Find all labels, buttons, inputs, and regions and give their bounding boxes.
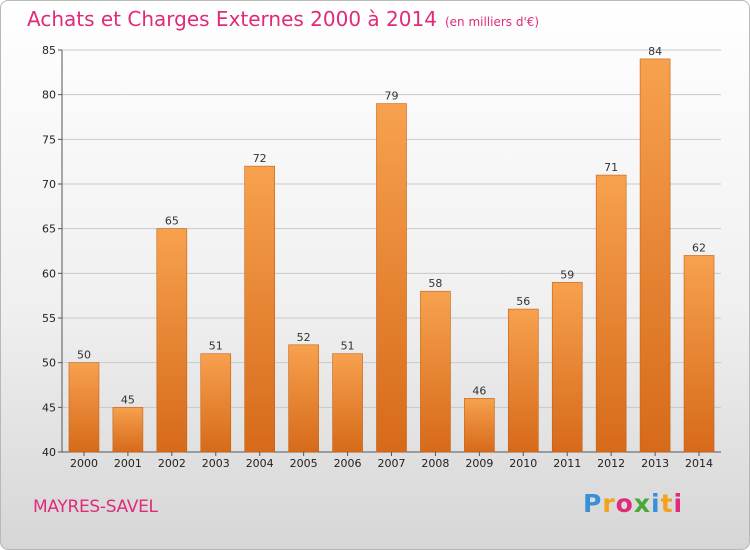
bar: [595, 174, 627, 453]
x-tick-label: 2006: [334, 457, 362, 470]
data-label: 58: [428, 277, 442, 290]
y-tick-label: 40: [42, 446, 56, 459]
bar: [507, 308, 539, 453]
bar: [156, 228, 188, 453]
bar: [288, 344, 319, 453]
x-tick-label: 2005: [290, 457, 318, 470]
logo-letter: i: [673, 489, 684, 518]
data-label: 71: [604, 161, 618, 174]
proxiti-logo: Proxiti: [583, 489, 683, 518]
x-tick-label: 2014: [685, 457, 713, 470]
data-label: 59: [560, 268, 574, 281]
data-label: 79: [385, 90, 399, 103]
y-tick-label: 75: [42, 133, 56, 146]
logo-letter: r: [602, 489, 616, 518]
bar: [420, 290, 451, 453]
x-tick-label: 2007: [378, 457, 406, 470]
bar: [244, 165, 275, 453]
logo-letter: t: [660, 489, 674, 518]
commune-name: MAYRES-SAVEL: [33, 497, 158, 517]
bar: [551, 281, 583, 453]
data-label: 72: [253, 152, 267, 165]
x-tick-label: 2000: [70, 457, 98, 470]
data-label: 50: [77, 349, 91, 362]
data-label: 65: [165, 215, 179, 228]
bar: [639, 58, 671, 453]
chart-subtitle: (en milliers d'€): [444, 15, 540, 29]
x-tick-label: 2002: [158, 457, 186, 470]
y-tick-label: 85: [42, 44, 56, 57]
data-label: 62: [692, 241, 706, 254]
x-tick-label: 2008: [421, 457, 449, 470]
x-tick-label: 2011: [553, 457, 581, 470]
y-tick-label: 70: [42, 178, 56, 191]
x-tick-label: 2004: [246, 457, 274, 470]
x-tick-label: 2012: [597, 457, 625, 470]
chart-title: Achats et Charges Externes 2000 à 2014 (e…: [27, 7, 539, 31]
logo-letter: o: [615, 489, 634, 518]
data-label: 84: [648, 45, 662, 58]
y-tick-label: 50: [42, 357, 56, 370]
data-label: 52: [297, 331, 311, 344]
logo-letter: x: [633, 489, 651, 518]
y-tick-label: 60: [42, 267, 56, 280]
logo-letter: P: [583, 489, 603, 518]
data-label: 51: [341, 340, 355, 353]
data-label: 45: [121, 393, 135, 406]
bar: [376, 103, 407, 453]
x-tick-label: 2009: [465, 457, 493, 470]
data-label: 51: [209, 340, 223, 353]
x-tick-label: 2001: [114, 457, 142, 470]
y-tick-label: 55: [42, 312, 56, 325]
chart-title-text: Achats et Charges Externes 2000 à 2014: [27, 7, 437, 31]
x-tick-label: 2003: [202, 457, 230, 470]
bar: [464, 398, 495, 453]
data-label: 46: [472, 384, 486, 397]
x-tick-label: 2010: [509, 457, 537, 470]
x-tick-label: 2013: [641, 457, 669, 470]
bar: [112, 407, 144, 453]
bar: [683, 255, 715, 453]
y-tick-label: 65: [42, 223, 56, 236]
bar: [332, 353, 363, 453]
data-label: 56: [516, 295, 530, 308]
y-tick-label: 45: [42, 401, 56, 414]
y-tick-label: 80: [42, 89, 56, 102]
bar: [200, 353, 232, 453]
logo-letter: i: [651, 489, 661, 518]
bar: [68, 362, 100, 453]
